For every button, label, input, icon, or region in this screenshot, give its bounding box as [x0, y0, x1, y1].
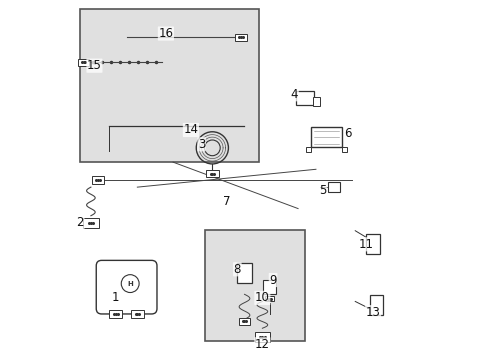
Text: 2: 2 [76, 216, 84, 229]
Text: 14: 14 [183, 123, 198, 136]
Bar [263, 280, 275, 294]
Bar [327, 182, 339, 192]
Text: 5: 5 [319, 184, 326, 197]
Bar [235, 34, 246, 41]
Text: 15: 15 [87, 59, 102, 72]
Bar [264, 296, 273, 301]
Text: 6: 6 [344, 127, 351, 140]
Text: 3: 3 [198, 138, 205, 151]
Bar [313, 97, 319, 106]
Bar [131, 310, 143, 318]
Bar [237, 263, 251, 283]
Text: 11: 11 [358, 238, 373, 251]
Bar [205, 170, 218, 177]
Text: 10: 10 [254, 291, 269, 305]
Text: 9: 9 [269, 274, 276, 287]
Bar [80, 9, 258, 162]
Text: 4: 4 [290, 88, 298, 101]
Text: 12: 12 [254, 338, 269, 351]
Bar [83, 218, 99, 228]
Bar [91, 176, 104, 184]
Text: 8: 8 [233, 263, 241, 276]
Text: H: H [127, 280, 133, 287]
Bar [78, 59, 89, 66]
Bar [109, 310, 122, 318]
FancyBboxPatch shape [96, 260, 157, 314]
Text: 1: 1 [112, 291, 120, 305]
Text: 13: 13 [365, 306, 380, 319]
Bar [238, 318, 250, 324]
Bar [311, 127, 341, 147]
Bar [305, 148, 311, 152]
Bar [369, 295, 383, 315]
Bar [205, 230, 305, 341]
Text: 7: 7 [223, 195, 230, 208]
Bar [296, 91, 313, 105]
Bar [366, 234, 379, 254]
Text: 16: 16 [158, 27, 173, 40]
Bar [254, 333, 270, 342]
Bar [341, 148, 346, 152]
